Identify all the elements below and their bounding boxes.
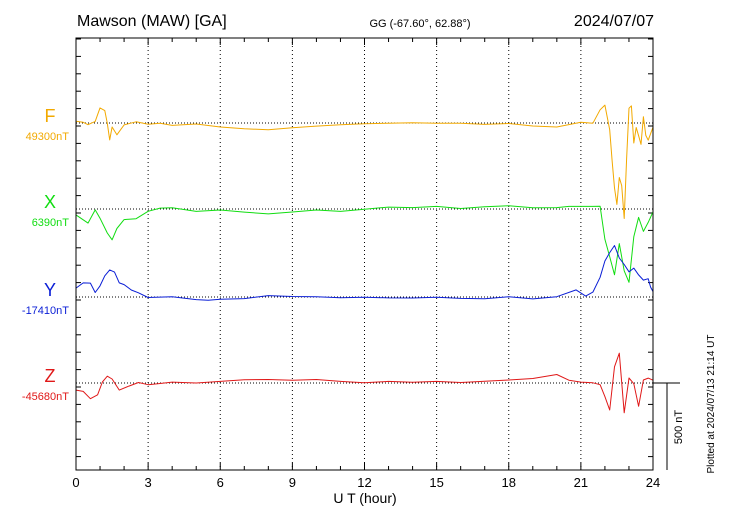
plotted-timestamp: Plotted at 2024/07/13 21:14 UT — [706, 335, 717, 474]
scale-bar: 500 nT — [653, 382, 685, 470]
baseline-label-F: 49300nT — [26, 131, 70, 143]
trace-Z — [75, 352, 654, 414]
grid-lines — [147, 38, 582, 470]
series-name-F: F — [45, 106, 56, 126]
x-tick-label-18: 18 — [502, 475, 516, 490]
x-tick-label-6: 6 — [217, 475, 224, 490]
station-title: Mawson (MAW) [GA] — [77, 13, 227, 30]
x-tick-label-9: 9 — [289, 475, 296, 490]
x-tick-label-3: 3 — [145, 475, 152, 490]
series-name-Y: Y — [44, 280, 56, 300]
trace-Y — [75, 245, 654, 301]
scale-bar-label: 500 nT — [673, 410, 685, 445]
axis-ticks — [75, 38, 654, 470]
x-tick-label-21: 21 — [574, 475, 588, 490]
x-tick-labels: 0 3 6 9 12 15 18 21 24 — [72, 475, 660, 490]
x-tick-label-12: 12 — [357, 475, 371, 490]
station-coordinates: GG (-67.60°, 62.88°) — [369, 18, 470, 30]
x-axis-label: U T (hour) — [333, 490, 396, 506]
plot-frame — [75, 37, 654, 471]
series-labels: F 49300nT X 6390nT Y -17410nT Z -45680nT — [22, 106, 69, 403]
baseline-label-Y: -17410nT — [22, 305, 69, 317]
baseline-label-Z: -45680nT — [22, 391, 69, 403]
traces — [75, 104, 654, 414]
x-tick-label-24: 24 — [646, 475, 660, 490]
x-tick-label-0: 0 — [72, 475, 79, 490]
series-name-X: X — [44, 192, 56, 212]
series-name-Z: Z — [45, 366, 56, 386]
x-tick-label-15: 15 — [429, 475, 443, 490]
trace-X — [75, 205, 654, 283]
baseline-label-X: 6390nT — [32, 217, 70, 229]
plot-date: 2024/07/07 — [574, 13, 654, 30]
trace-F — [75, 104, 654, 219]
